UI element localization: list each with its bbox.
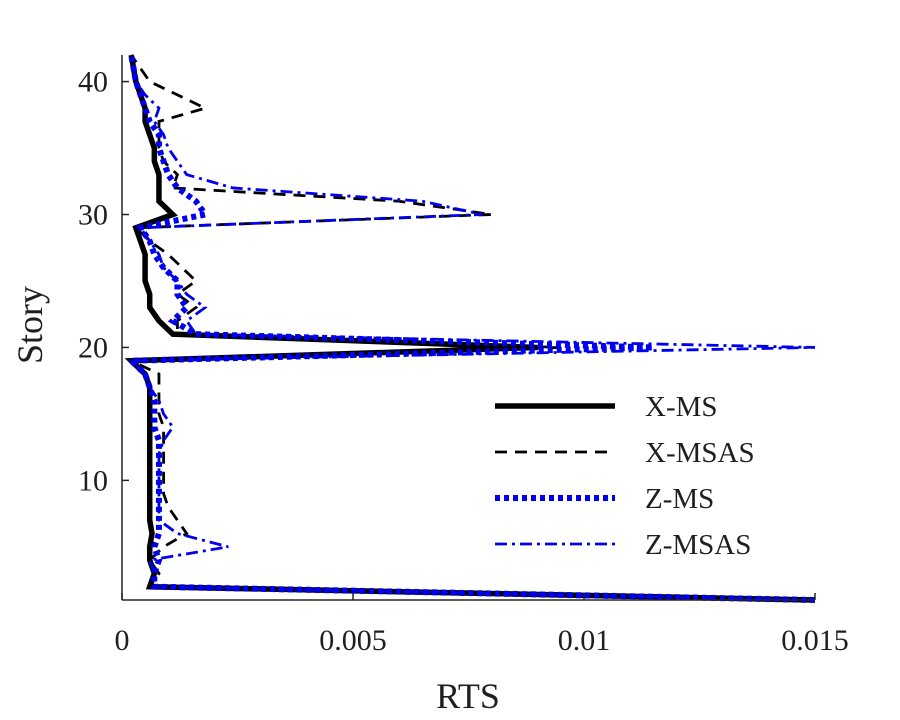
- y-tick-label: 10: [78, 464, 108, 497]
- legend-label-z-ms: Z-MS: [645, 483, 714, 515]
- x-tick-label: 0.015: [781, 624, 849, 657]
- series-line-z-ms: [123, 54, 816, 603]
- series-line-x-msas: [130, 54, 816, 602]
- plot-area: 0 0.005 0.01 0.015 10 20 30 40: [78, 54, 849, 657]
- legend: X-MS X-MSAS Z-MS Z-MSAS: [495, 391, 755, 561]
- series-line-x-ms: [124, 54, 816, 603]
- x-tick-label: 0.01: [558, 624, 611, 657]
- tick-layer: 0 0.005 0.01 0.015 10 20 30 40: [78, 66, 849, 657]
- legend-label-x-msas: X-MSAS: [645, 437, 755, 469]
- x-axis-label: RTS: [436, 676, 500, 716]
- y-axis-label: Story: [10, 286, 50, 364]
- x-tick-label: 0: [115, 624, 130, 657]
- x-tick-label: 0.005: [319, 624, 387, 657]
- y-tick-label: 40: [78, 66, 108, 99]
- y-tick-label: 30: [78, 199, 108, 232]
- series-line-z-msas: [127, 54, 816, 602]
- legend-label-x-ms: X-MS: [645, 391, 718, 423]
- y-tick-label: 20: [78, 331, 108, 364]
- legend-label-z-msas: Z-MSAS: [645, 529, 751, 561]
- series-layer: [123, 54, 816, 603]
